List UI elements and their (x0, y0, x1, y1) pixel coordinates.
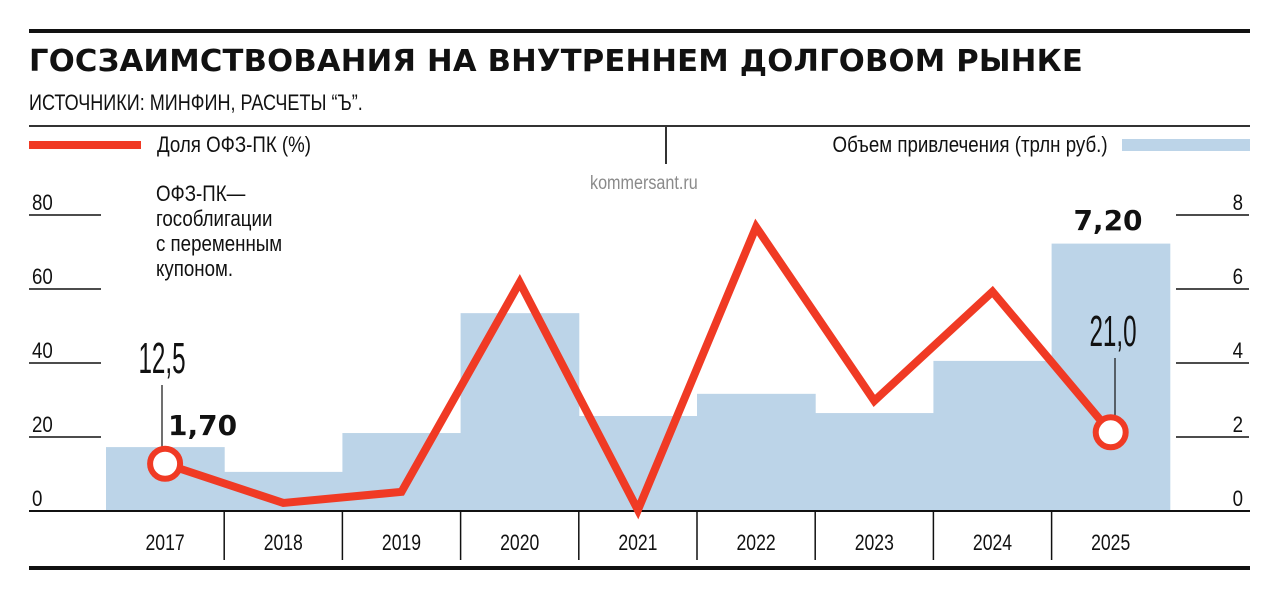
year-label-2021: 2021 (618, 531, 657, 555)
line-series (163, 218, 1114, 520)
bar-2020 (460, 313, 580, 510)
callout-first-line: 12,5 (138, 333, 185, 383)
x-axis: 2017 2018 2019 2020 2021 2022 2023 2024 2025 (146, 511, 1130, 560)
right-tick-label: 0 (1233, 488, 1243, 512)
year-label-2019: 2019 (382, 531, 421, 555)
chart-source: ИСТОЧНИКИ: МИНФИН, РАСЧЕТЫ “Ъ”. (29, 90, 363, 115)
left-tick-label: 0 (32, 488, 42, 512)
year-label-2020: 2020 (500, 531, 539, 555)
bar-2022 (697, 393, 816, 510)
top-rule (29, 29, 1250, 33)
bar-2025 (1051, 243, 1171, 510)
first-point-marker (147, 445, 184, 482)
definition-note: ОФЗ-ПК— гособлигации с переменным купоно… (156, 181, 283, 281)
right-tick-label: 4 (1233, 340, 1243, 364)
year-label-2025: 2025 (1091, 531, 1130, 555)
chart-title: ГОСЗАИМСТВОВАНИЯ НА ВНУТРЕННЕМ ДОЛГОВОМ … (29, 44, 1083, 79)
left-tick-label: 60 (32, 266, 53, 290)
year-label-2017: 2017 (146, 531, 185, 555)
callout-last-bar: 7,20 (1073, 204, 1142, 237)
right-axis: 0 2 4 6 8 (1176, 192, 1249, 512)
bar-2024 (933, 360, 1053, 510)
callout-last-line: 21,0 (1089, 306, 1136, 356)
watermark: kommersant.ru (590, 173, 698, 194)
right-tick-label: 2 (1233, 414, 1243, 438)
legend-rule (29, 125, 1250, 127)
bar-series (106, 243, 1171, 510)
left-axis: 0 20 40 60 80 (29, 192, 101, 512)
year-label-2023: 2023 (855, 531, 894, 555)
left-tick-label: 20 (32, 414, 53, 438)
callout-first-bar: 1,70 (168, 409, 237, 442)
last-point-marker (1092, 414, 1129, 451)
bar-2023 (815, 413, 934, 510)
line-swatch-icon (29, 141, 141, 149)
legend-line-label: Доля ОФЗ-ПК (%) (157, 132, 311, 157)
legend-item-bar: Объем привлечения (трлн руб.) (784, 132, 1250, 158)
bar-swatch-icon (1122, 139, 1250, 151)
year-label-2022: 2022 (737, 531, 776, 555)
left-tick-label: 80 (32, 192, 53, 216)
legend-bar-label: Объем привлечения (трлн руб.) (832, 132, 1108, 157)
legend-divider (665, 126, 667, 164)
left-tick-label: 40 (32, 340, 53, 364)
right-tick-label: 8 (1233, 192, 1243, 216)
bottom-rule (29, 566, 1250, 570)
legend-item-line: Доля ОФЗ-ПК (%) (29, 132, 338, 158)
year-label-2024: 2024 (973, 531, 1012, 555)
year-label-2018: 2018 (264, 531, 303, 555)
right-tick-label: 6 (1233, 266, 1243, 290)
